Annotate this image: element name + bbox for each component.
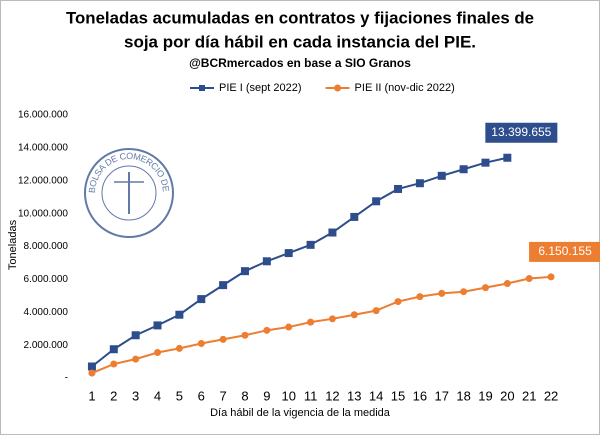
- x-tick-label: 10: [281, 388, 295, 403]
- point: [88, 369, 96, 377]
- point: [110, 360, 118, 368]
- x-tick-label: 20: [500, 388, 514, 403]
- y-tick-label: 4.000.000: [24, 307, 69, 318]
- x-tick-label: 1: [88, 388, 95, 403]
- value-label-box: [529, 241, 600, 262]
- point: [131, 331, 140, 340]
- x-tick-label: 3: [132, 388, 139, 403]
- x-tick-label: 5: [176, 388, 183, 403]
- x-tick-label: 12: [325, 388, 339, 403]
- point: [394, 298, 402, 306]
- y-tick-label: 16.000.000: [18, 110, 68, 121]
- x-tick-label: 17: [435, 388, 449, 403]
- point: [240, 267, 249, 276]
- point: [481, 158, 490, 167]
- point: [372, 307, 380, 315]
- point: [175, 344, 183, 352]
- y-tick-label: 8.000.000: [24, 241, 69, 252]
- x-tick-label: 6: [198, 388, 205, 403]
- x-axis-label: Día hábil de la vigencia de la medida: [210, 407, 391, 419]
- point: [547, 273, 555, 281]
- point: [132, 355, 140, 363]
- point: [306, 240, 315, 249]
- x-tick-label: 4: [154, 388, 161, 403]
- point: [219, 281, 228, 290]
- point: [263, 326, 271, 334]
- point: [307, 318, 315, 326]
- y-axis-label: Toneladas: [7, 219, 19, 270]
- y-tick-label: 10.000.000: [18, 208, 68, 219]
- logo-ring: [84, 148, 174, 238]
- point: [459, 165, 468, 174]
- point: [394, 184, 403, 193]
- x-tick-label: 11: [304, 388, 318, 403]
- point: [284, 249, 293, 258]
- x-tick-label: 2: [110, 388, 117, 403]
- x-tick-label: 14: [369, 388, 383, 403]
- x-tick-label: 16: [413, 388, 427, 403]
- x-tick-label: 21: [522, 388, 536, 403]
- point: [109, 345, 118, 354]
- value-label: 6.150.155: [538, 244, 592, 258]
- x-tick-label: 19: [478, 388, 492, 403]
- value-label-box: [485, 122, 558, 143]
- point: [328, 315, 336, 323]
- point: [154, 349, 162, 357]
- x-tick-label: 8: [241, 388, 248, 403]
- point: [175, 310, 184, 319]
- x-tick-label: 15: [391, 388, 405, 403]
- point: [416, 293, 424, 301]
- point: [328, 228, 337, 237]
- y-tick-label: 14.000.000: [18, 143, 68, 154]
- value-label: 13.399.655: [491, 125, 551, 139]
- chart-title: soja por día hábil en cada instancia del…: [124, 32, 476, 51]
- point: [481, 284, 489, 292]
- point: [503, 153, 512, 162]
- legend-marker: [199, 85, 205, 91]
- chart-subtitle: @BCRmercados en base a SIO Granos: [189, 56, 411, 70]
- x-tick-label: 9: [263, 388, 270, 403]
- x-tick-label: 7: [219, 388, 226, 403]
- logo-ring: [101, 165, 157, 221]
- legend-label: PIE II (nov-dic 2022): [355, 82, 455, 94]
- point: [503, 279, 511, 287]
- x-tick-label: 13: [347, 388, 361, 403]
- point: [350, 212, 359, 221]
- point: [197, 339, 205, 347]
- legend-label: PIE I (sept 2022): [219, 82, 302, 94]
- x-tick-label: 18: [456, 388, 470, 403]
- x-tick-label: 22: [544, 388, 558, 403]
- point: [241, 331, 249, 339]
- point: [460, 288, 468, 296]
- point: [153, 321, 162, 330]
- y-tick-label: 2.000.000: [24, 340, 69, 351]
- point: [415, 179, 424, 188]
- series-line: [91, 275, 552, 374]
- chart-title: Toneladas acumuladas en contratos y fija…: [66, 8, 534, 27]
- point: [438, 289, 446, 297]
- point: [197, 295, 206, 304]
- point: [525, 275, 533, 283]
- point: [285, 323, 293, 331]
- legend-marker: [334, 84, 342, 92]
- y-tick-label: 12.000.000: [18, 175, 68, 186]
- y-tick-label: 6.000.000: [24, 274, 69, 285]
- point: [350, 311, 358, 319]
- y-tick-label: -: [65, 373, 68, 384]
- point: [219, 335, 227, 343]
- point: [262, 257, 271, 266]
- point: [87, 362, 96, 371]
- point: [437, 171, 446, 180]
- point: [372, 197, 381, 206]
